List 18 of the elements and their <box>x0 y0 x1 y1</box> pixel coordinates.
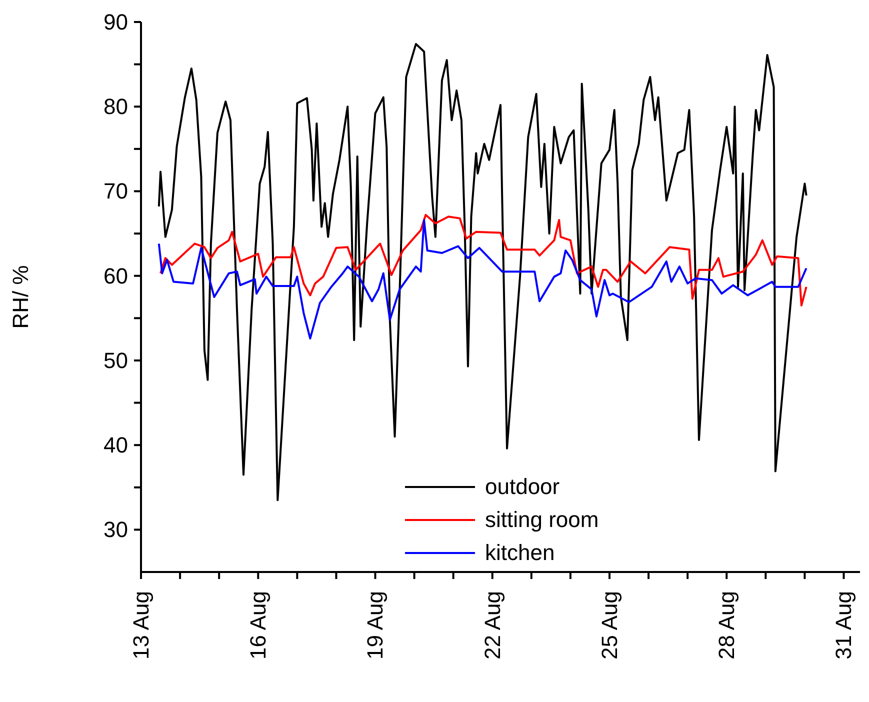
x-tick-label: 22 Aug <box>480 591 505 660</box>
legend-label: sitting room <box>485 506 599 532</box>
y-tick-label: 50 <box>104 348 128 373</box>
x-tick-label: 31 Aug <box>831 591 856 660</box>
x-tick-label: 25 Aug <box>596 591 622 660</box>
legend-label: outdoor <box>485 474 560 500</box>
x-tick-label: 13 Aug <box>128 591 154 660</box>
y-tick-label: 70 <box>104 178 128 204</box>
y-tick-label: 30 <box>104 517 128 542</box>
x-tick-label: 28 Aug <box>714 591 740 660</box>
y-tick-label: 40 <box>104 432 128 458</box>
y-tick-label: 80 <box>104 94 128 120</box>
y-axis-title: RH/ % <box>8 265 33 329</box>
legend-label: kitchen <box>485 540 555 566</box>
y-tick-label: 90 <box>104 10 128 34</box>
y-tick-label: 60 <box>104 263 128 288</box>
x-tick-label: 19 Aug <box>362 591 388 660</box>
x-tick-label: 16 Aug <box>246 591 271 660</box>
